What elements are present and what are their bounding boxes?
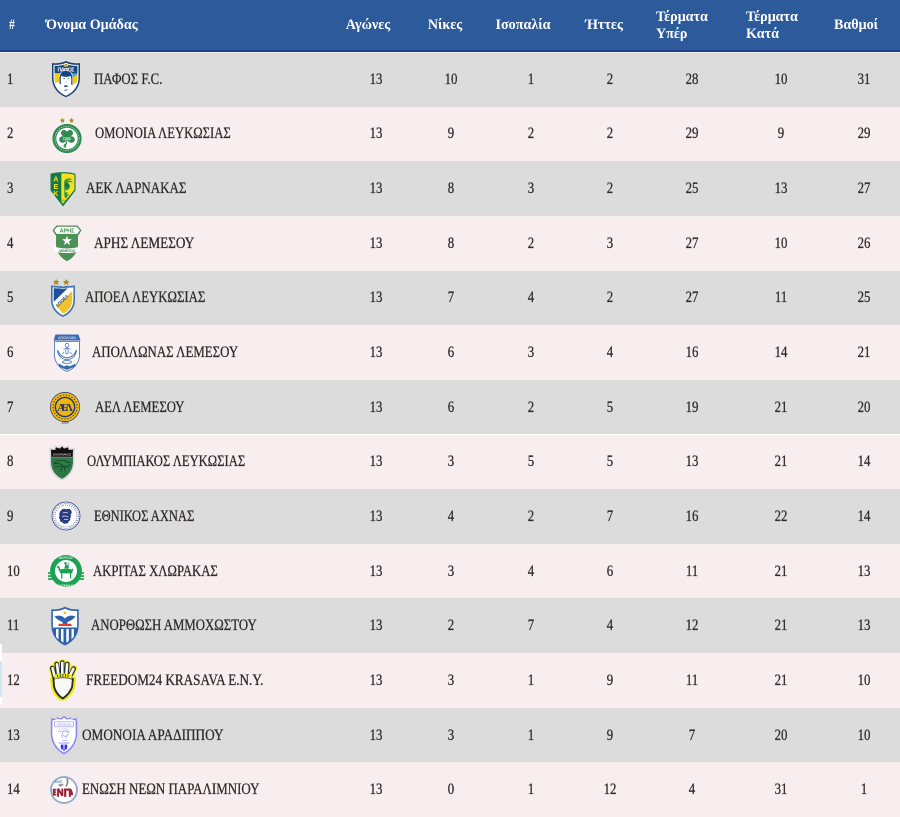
svg-text:ΛΕΜΕΣΟΣ: ΛΕΜΕΣΟΣ: [58, 248, 76, 253]
svg-text:1994: 1994: [60, 198, 66, 202]
svg-text:1930: 1930: [61, 421, 68, 425]
svg-text:ΑΕΛ: ΑΕΛ: [57, 403, 73, 414]
svg-text:1948: 1948: [64, 138, 70, 141]
svg-text:ΕΝΠ: ΕΝΠ: [55, 780, 63, 784]
svg-text:Α: Α: [53, 174, 58, 183]
svg-text:ΑΠΟΛΛΩΝ: ΑΠΟΛΛΩΝ: [58, 335, 76, 339]
svg-text:ΧΛΩΡΑΚΑΣ: ΧΛΩΡΑΚΑΣ: [58, 584, 76, 588]
svg-text:Κ: Κ: [53, 189, 59, 198]
svg-text:Ε: Ε: [53, 181, 58, 190]
svg-text:ΑΡΗΣ: ΑΡΗΣ: [59, 229, 75, 235]
svg-text:ΟΜΟΝΟΙΑ: ΟΜΟΝΟΙΑ: [56, 723, 71, 727]
svg-text:ΠΑΦΟΣ: ΠΑΦΟΣ: [58, 68, 76, 74]
svg-text:ΑΚΡΙΤΑΣ: ΑΚΡΙΤΑΣ: [59, 556, 74, 560]
svg-text:ΟΛΥΜΠΙΑΚΟΣ: ΟΛΥΜΠΙΑΚΟΣ: [53, 452, 72, 456]
